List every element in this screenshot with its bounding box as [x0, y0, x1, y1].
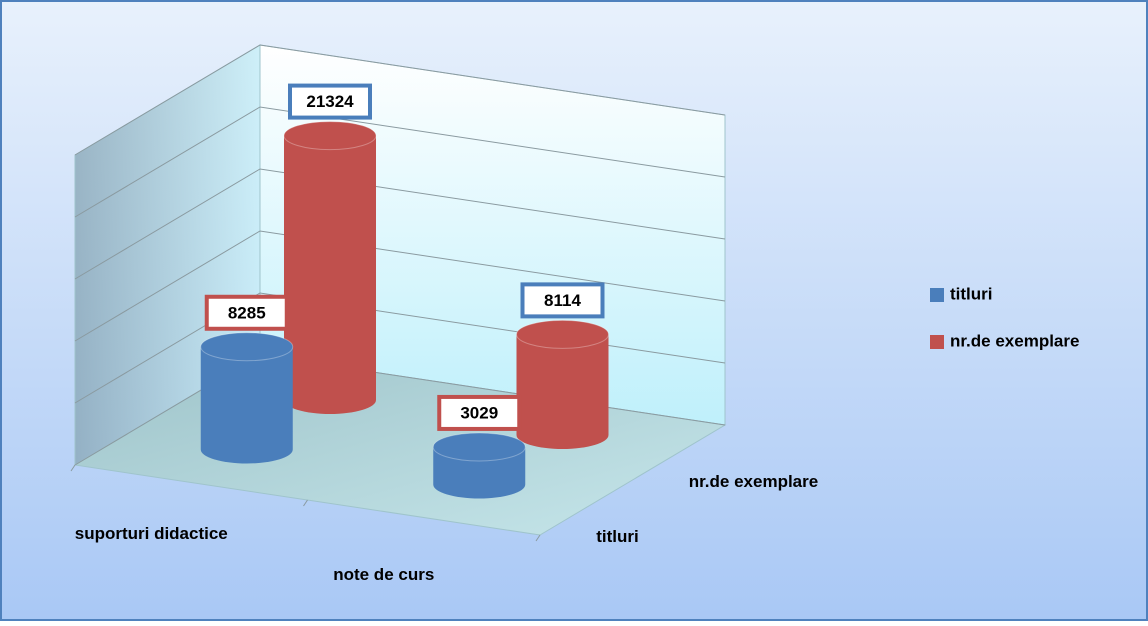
legend-swatch	[930, 288, 944, 302]
data-label: 8114	[544, 291, 581, 310]
cylinder-top	[200, 332, 294, 362]
data-label: 8285	[228, 303, 266, 322]
depth-tick-label: titluri	[596, 527, 639, 546]
data-label-box	[437, 394, 522, 431]
grid-line	[74, 44, 726, 156]
grid-line	[74, 230, 726, 342]
data-label-box	[288, 83, 372, 120]
x-tick-label: suporturi didactice	[75, 524, 228, 543]
axis-tick	[535, 534, 541, 542]
data-label-box	[520, 282, 605, 319]
cylinder-body	[516, 334, 609, 450]
grid-line	[74, 106, 726, 218]
depth-tick-label: nr.de exemplare	[689, 472, 818, 491]
cylinder-top	[432, 432, 526, 462]
cylinder-body	[200, 346, 293, 464]
cylinder-top	[283, 121, 377, 151]
cylinder	[432, 432, 526, 499]
axis-tick	[70, 464, 76, 472]
axis-tick	[303, 499, 308, 507]
data-label-box	[204, 294, 289, 331]
cylinder-body	[284, 135, 376, 414]
legend-label: nr.de exemplare	[950, 331, 1079, 350]
x-tick-label: note de curs	[333, 565, 434, 584]
data-label: 3029	[460, 403, 498, 422]
data-label: 21324	[306, 92, 354, 111]
cylinder-top	[516, 319, 609, 349]
legend-swatch	[930, 335, 944, 349]
cylinder	[200, 332, 294, 464]
cylinder	[283, 121, 377, 414]
cylinder-body	[433, 446, 526, 499]
legend-label: titluri	[950, 284, 993, 303]
cylinder	[516, 319, 609, 450]
grid-line	[74, 168, 726, 280]
